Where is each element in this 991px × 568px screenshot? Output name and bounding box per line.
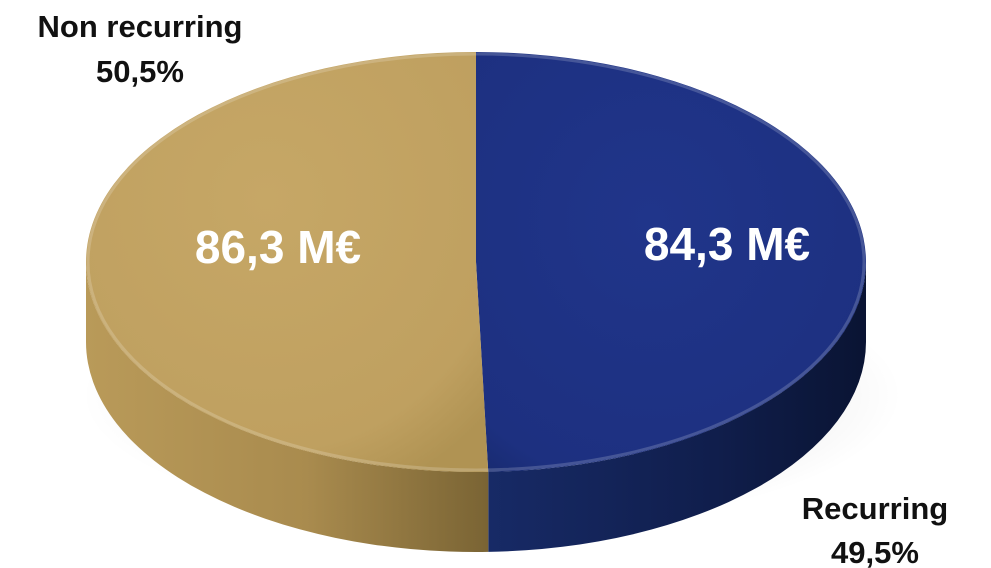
pie-sides [86, 262, 866, 552]
pie-side-recurring [488, 262, 866, 552]
pie-tops [86, 52, 867, 472]
slice-name-non-recurring: Non recurring [38, 9, 243, 44]
slice-name-recurring: Recurring [802, 491, 948, 526]
pie-slice-recurring [476, 52, 867, 472]
slice-percent-recurring: 49,5% [831, 535, 919, 568]
pie-rim-highlight [86, 52, 866, 472]
pie-side-non-recurring [86, 262, 489, 552]
pie-slice-non-recurring [86, 52, 489, 472]
slice-value-recurring: 84,3 M€ [644, 218, 810, 270]
pie-labels: Non recurring 50,5% Recurring 49,5% 86,3… [38, 9, 949, 568]
slice-percent-non-recurring: 50,5% [96, 54, 184, 89]
slice-value-non-recurring: 86,3 M€ [195, 221, 361, 273]
